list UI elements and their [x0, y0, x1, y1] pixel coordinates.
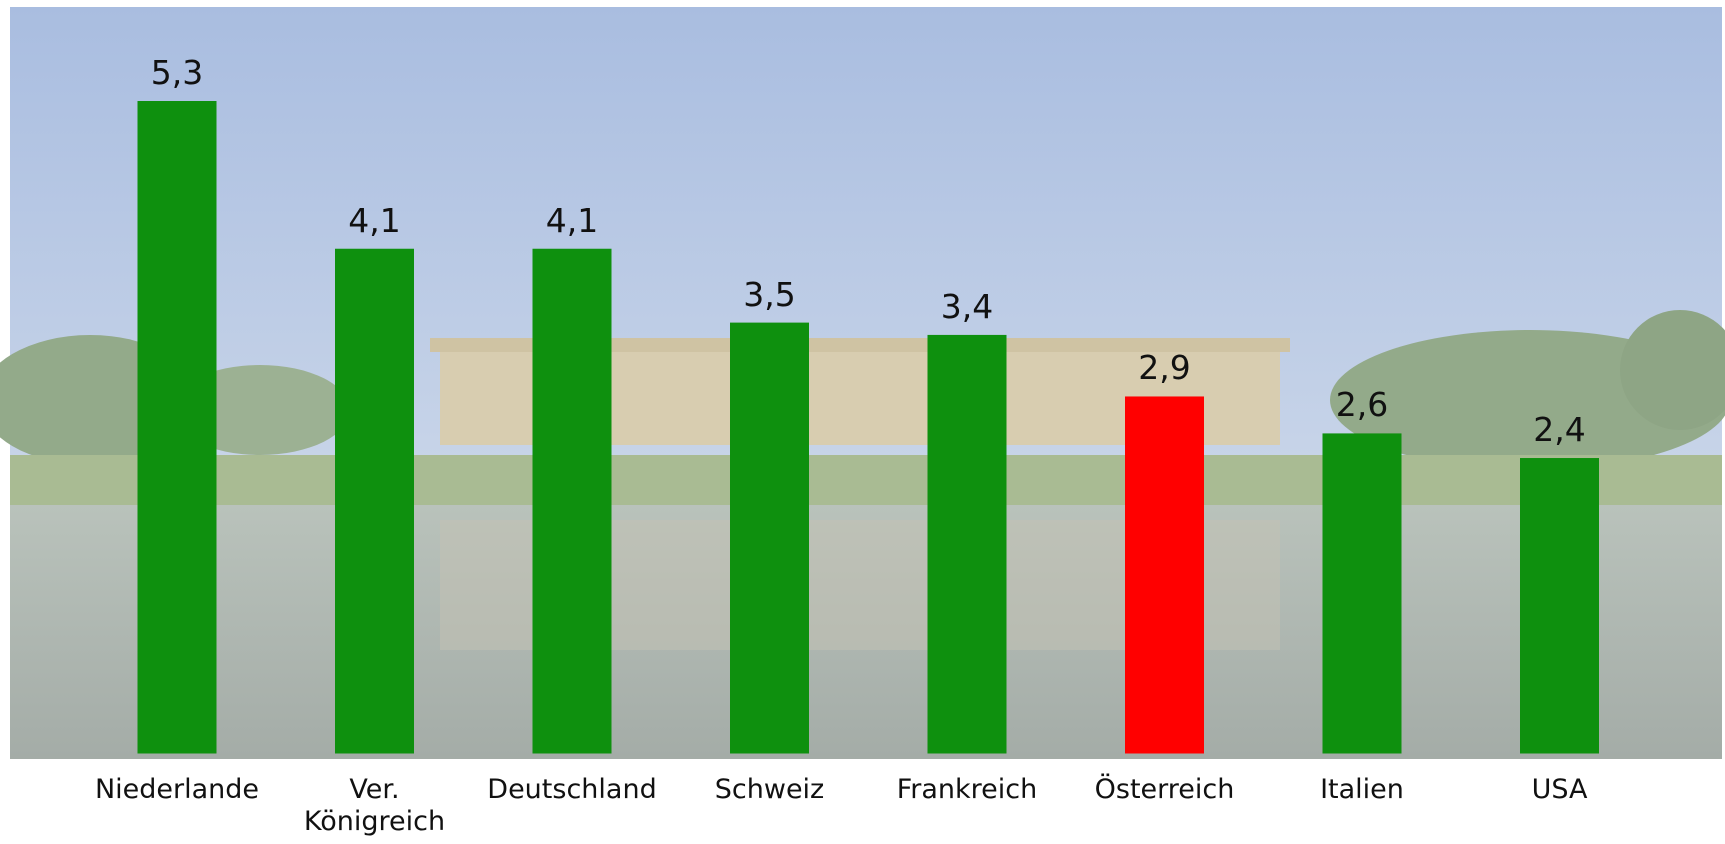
bar	[1323, 433, 1402, 753]
value-label: 3,4	[907, 287, 1027, 327]
bar	[928, 335, 1007, 754]
x-tick-label: Italien	[1270, 774, 1455, 806]
bar	[730, 323, 809, 754]
x-tick-label: USA	[1467, 774, 1652, 806]
x-tick-label: Ver. Königreich	[282, 774, 467, 839]
value-label: 4,1	[512, 201, 632, 241]
value-label: 4,1	[315, 201, 435, 241]
x-tick-label: Niederlande	[85, 774, 270, 806]
background-photo	[0, 7, 1725, 759]
plot	[0, 0, 1725, 844]
chart: 5,3 Niederlande 4,1 Ver. Königreich 4,1 Deuts…	[0, 0, 1725, 844]
x-tick-label: Schweiz	[677, 774, 862, 806]
value-label: 2,6	[1302, 385, 1422, 425]
x-tick-label: Österreich	[1072, 774, 1257, 806]
value-label: 2,4	[1500, 410, 1620, 450]
value-label: 5,3	[117, 53, 237, 93]
x-tick-label: Frankreich	[875, 774, 1060, 806]
bar	[138, 101, 217, 754]
bar	[1520, 458, 1599, 753]
x-tick-label: Deutschland	[480, 774, 665, 806]
bar	[1125, 396, 1204, 753]
bar	[335, 249, 414, 754]
value-label: 2,9	[1105, 348, 1225, 388]
bar	[533, 249, 612, 754]
value-label: 3,5	[710, 275, 830, 315]
